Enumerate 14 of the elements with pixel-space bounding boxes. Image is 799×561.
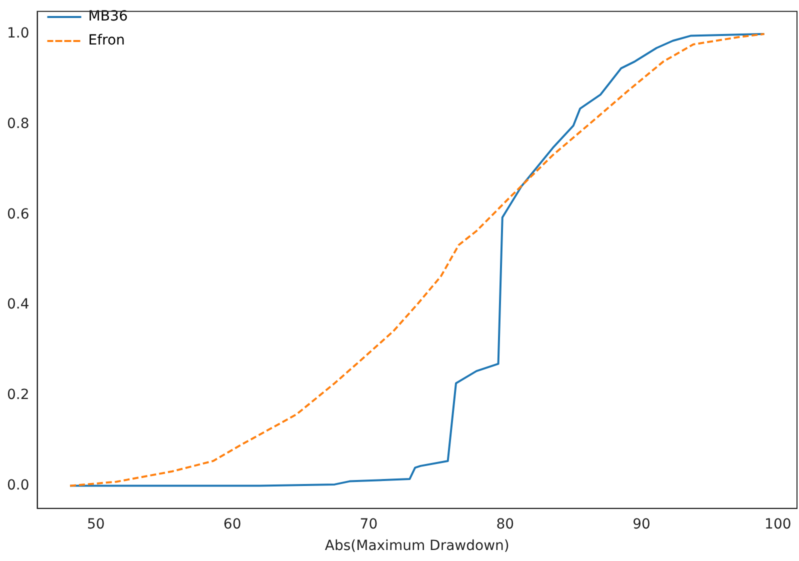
- x-tick-label: 100: [764, 516, 792, 532]
- y-tick-label: 1.0: [7, 26, 30, 42]
- x-tick-label: 70: [360, 516, 378, 532]
- x-axis-title: Abs(Maximum Drawdown): [324, 538, 510, 554]
- y-tick-label: 0.0: [7, 477, 30, 494]
- x-tick-label: 50: [87, 516, 105, 532]
- y-tick-label: 0.8: [7, 116, 30, 132]
- x-tick-label: 90: [632, 516, 650, 532]
- y-tick-label: 0.2: [7, 387, 30, 404]
- y-tick-label: 0.4: [7, 296, 30, 313]
- legend-label: Efron: [88, 32, 125, 49]
- y-tick-label: 0.6: [7, 206, 30, 222]
- x-tick-label: 80: [496, 516, 514, 532]
- x-tick-label: 60: [223, 516, 242, 532]
